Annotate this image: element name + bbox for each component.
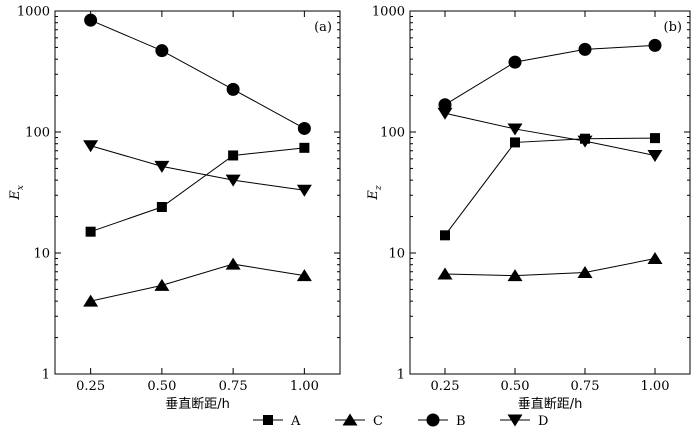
legend-label: D [538, 414, 548, 429]
data-point-D [83, 140, 99, 153]
data-point-C [647, 252, 663, 265]
y-tick-label: 100 [380, 126, 405, 141]
series-line-B [90, 19, 305, 129]
series-line-D [444, 112, 656, 156]
data-point-C [577, 265, 593, 278]
data-point-A [299, 142, 310, 153]
x-tick-label: 0.25 [431, 379, 460, 394]
y-tick-label: 1 [397, 368, 405, 383]
data-point-A [85, 226, 96, 237]
data-point-B [155, 44, 169, 58]
legend-label: B [456, 414, 466, 429]
x-tick-label: 0.75 [219, 379, 248, 394]
y-axis-label: Ez [366, 185, 384, 201]
series-line-B [444, 44, 656, 106]
data-point-B [297, 121, 311, 135]
data-point-B [578, 42, 592, 56]
x-axis-label: 垂直断距/h [518, 397, 583, 412]
x-tick-label: 0.75 [571, 379, 600, 394]
y-tick-label: 1000 [372, 5, 405, 20]
data-point-C [154, 278, 170, 291]
series-C [83, 257, 312, 307]
legend-label: C [373, 414, 383, 429]
x-tick-label: 1.00 [290, 379, 319, 394]
x-tick-label: 0.25 [76, 379, 105, 394]
panel-a: 1 10 100 1000 0.25 0.50 0.75 1.00 垂直断距/h Ex (a) [8, 5, 341, 412]
data-point-B [226, 82, 240, 96]
series-D [83, 140, 312, 197]
data-point-C [296, 269, 312, 282]
panel-label: (b) [664, 20, 682, 35]
series-line-C [444, 258, 656, 277]
series-C [437, 252, 663, 282]
legend-marker-C [342, 413, 358, 426]
data-point-B [648, 38, 662, 52]
legend-marker-B [426, 413, 440, 427]
x-tick-label: 0.50 [147, 379, 176, 394]
data-point-C [83, 294, 99, 307]
y-axis-label: Ex [8, 185, 26, 201]
legend-item-B: B [418, 413, 466, 429]
data-point-B [84, 13, 98, 27]
legend-item-D: D [500, 414, 548, 429]
series-D [437, 107, 663, 162]
panel-label: (a) [314, 20, 332, 35]
data-point-A [156, 201, 167, 212]
data-point-D [647, 149, 663, 162]
data-point-C [225, 257, 241, 270]
data-point-D [296, 184, 312, 197]
legend-marker-A [263, 415, 273, 425]
legend-item-A: A [253, 414, 301, 429]
y-tick-label: 100 [25, 126, 50, 141]
legend-item-C: C [335, 413, 383, 429]
plot-frame-b [409, 10, 691, 375]
y-tick-label: 1 [42, 368, 50, 383]
y-tick-label: 1000 [17, 5, 50, 20]
data-point-D [507, 123, 523, 136]
series-B [84, 13, 311, 135]
series-A [440, 133, 660, 241]
x-tick-label: 1.00 [641, 379, 670, 394]
data-point-C [507, 269, 523, 282]
x-tick-label: 0.50 [501, 379, 530, 394]
data-point-D [154, 160, 170, 173]
series-line-D [90, 145, 305, 191]
data-point-A [650, 133, 660, 144]
data-point-A [228, 150, 239, 161]
data-point-D [577, 135, 593, 148]
data-point-C [437, 267, 453, 280]
series-line-A [90, 147, 305, 233]
panel-b: 1 10 100 1000 0.25 0.50 0.75 1.00 垂直断距/h Ez (b) [366, 5, 691, 412]
legend-label: A [290, 414, 301, 429]
data-point-A [510, 137, 520, 148]
data-point-B [508, 55, 522, 69]
plot-frame-a [54, 10, 341, 375]
series-A [85, 142, 310, 237]
y-tick-label: 10 [388, 247, 405, 262]
data-point-A [440, 230, 450, 241]
legend-marker-D [507, 414, 523, 427]
x-axis-label: 垂直断距/h [165, 397, 230, 412]
y-tick-label: 10 [33, 247, 50, 262]
series-B [438, 38, 662, 112]
data-point-D [225, 174, 241, 187]
series-line-A [444, 137, 656, 236]
data-point-D [437, 107, 453, 120]
series-line-C [90, 263, 305, 302]
